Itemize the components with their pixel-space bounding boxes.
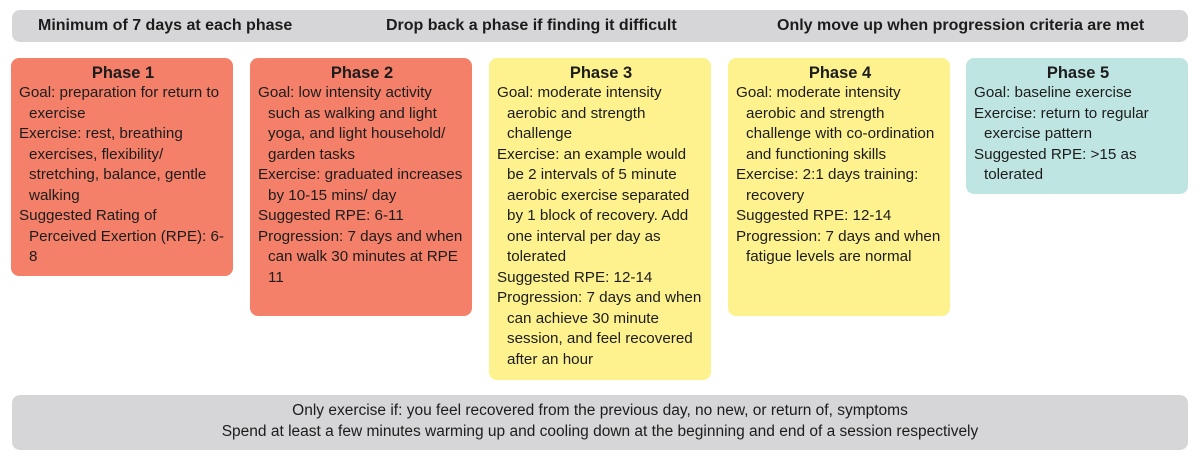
phase-2-box: Phase 2 Goal: low intensity activity suc… [250,58,472,316]
phase-progression: Progression: 7 days and when can walk 30… [258,227,463,286]
safety-line-recovery: Only exercise if: you feel recovered fro… [292,402,908,419]
phase-title: Phase 2 [330,64,394,82]
phase-5-box: Phase 5 Goal: baseline exercise Exercise… [966,58,1188,194]
phase-title: Phase 1 [91,64,155,82]
phase-rpe: Suggested RPE: 12-14 [736,207,892,224]
phase-goal: Goal: moderate intensity aerobic and str… [736,84,935,163]
phase-goal: Goal: baseline exercise [974,84,1132,101]
phase-title: Phase 5 [1046,64,1110,82]
phase-1-box: Phase 1 Goal: preparation for return to … [11,58,233,276]
phase-exercise: Exercise: 2:1 days training: recovery [736,166,919,204]
phase-3-box: Phase 3 Goal: moderate intensity aerobic… [489,58,711,380]
phase-goal: Goal: low intensity activity such as wal… [258,84,446,163]
rule-move-up: Only move up when progression criteria a… [777,17,1145,34]
phase-rpe: Suggested Rating of Perceived Exertion (… [19,207,224,265]
phase-4-box: Phase 4 Goal: moderate intensity aerobic… [728,58,950,316]
phase-progression: Progression: 7 days and when fatigue lev… [736,227,941,266]
safety-line-warmup: Spend at least a few minutes warming up … [221,422,979,440]
phase-exercise: Exercise: return to regular exercise pat… [974,104,1149,143]
phase-rpe: Suggested RPE: 12-14 [497,268,653,286]
phase-goal: Goal: preparation for return to exercise [19,84,220,122]
rules-banner: Minimum of 7 days at each phase Drop bac… [12,10,1188,42]
phase-exercise: Exercise: rest, breathing exercises, fle… [19,125,207,204]
phase-title: Phase 4 [808,64,872,82]
phase-rpe: Suggested RPE: >15 as tolerated [974,145,1137,184]
phase-progression: Progression: 7 days and when can achieve… [497,289,702,368]
phase-goal: Goal: moderate intensity aerobic and str… [497,84,662,142]
rule-drop-back: Drop back a phase if finding it difficul… [386,17,677,34]
phase-exercise: Exercise: an example would be 2 interval… [497,145,690,266]
phase-rpe: Suggested RPE: 6-11 [258,207,404,224]
phase-title: Phase 3 [569,64,633,82]
rule-minimum-days: Minimum of 7 days at each phase [38,17,293,34]
phase-exercise: Exercise: graduated increases by 10-15 m… [258,166,463,204]
safety-banner: Only exercise if: you feel recovered fro… [12,395,1188,450]
